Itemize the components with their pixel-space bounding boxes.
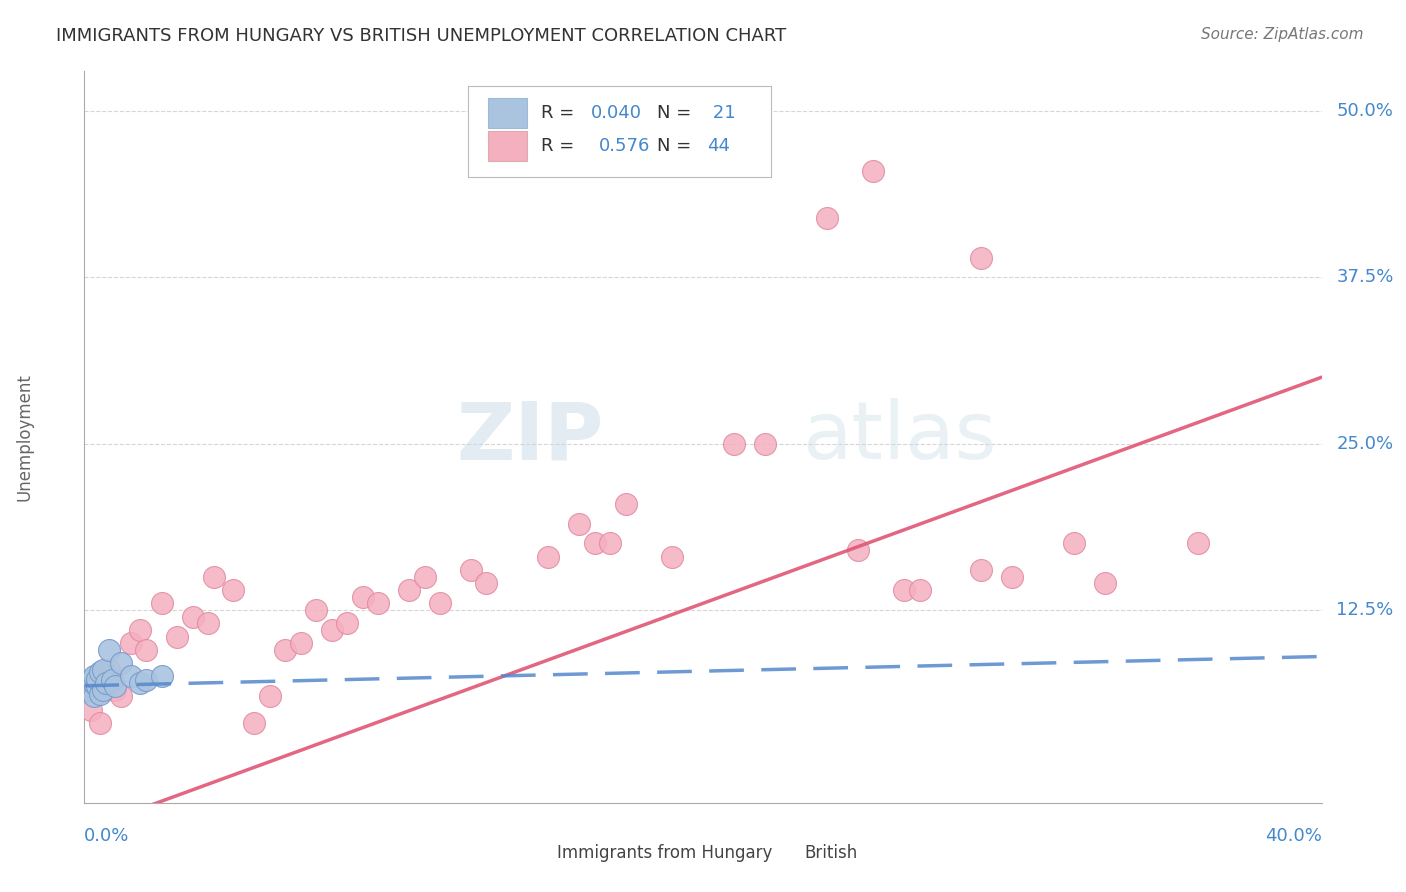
Point bbox=[129, 623, 152, 637]
Point bbox=[104, 682, 127, 697]
Text: 0.0%: 0.0% bbox=[84, 827, 129, 845]
Text: 0.576: 0.576 bbox=[599, 137, 651, 155]
FancyBboxPatch shape bbox=[488, 131, 527, 161]
Point bbox=[614, 497, 637, 511]
Point bbox=[460, 563, 482, 577]
Point bbox=[166, 630, 188, 644]
Point bbox=[274, 643, 297, 657]
Point bbox=[83, 690, 105, 704]
Point bbox=[367, 596, 389, 610]
Point bbox=[98, 663, 121, 677]
Point bbox=[321, 623, 343, 637]
Point bbox=[79, 703, 101, 717]
Point bbox=[129, 676, 152, 690]
Point bbox=[89, 716, 111, 731]
Point bbox=[661, 549, 683, 564]
Point bbox=[83, 676, 105, 690]
FancyBboxPatch shape bbox=[488, 98, 527, 128]
Point bbox=[862, 164, 884, 178]
Text: 37.5%: 37.5% bbox=[1337, 268, 1393, 286]
Text: Source: ZipAtlas.com: Source: ZipAtlas.com bbox=[1201, 27, 1364, 42]
Text: R =: R = bbox=[541, 137, 586, 155]
Text: 50.0%: 50.0% bbox=[1337, 103, 1393, 120]
FancyBboxPatch shape bbox=[770, 841, 800, 865]
Point bbox=[222, 582, 245, 597]
Point bbox=[413, 570, 436, 584]
Text: 44: 44 bbox=[707, 137, 730, 155]
Point bbox=[537, 549, 560, 564]
Point bbox=[104, 679, 127, 693]
Point bbox=[202, 570, 225, 584]
Point bbox=[259, 690, 281, 704]
Text: atlas: atlas bbox=[801, 398, 997, 476]
Point bbox=[91, 682, 114, 697]
Text: 12.5%: 12.5% bbox=[1337, 601, 1393, 619]
Point bbox=[336, 616, 359, 631]
Point bbox=[429, 596, 451, 610]
Text: IMMIGRANTS FROM HUNGARY VS BRITISH UNEMPLOYMENT CORRELATION CHART: IMMIGRANTS FROM HUNGARY VS BRITISH UNEMP… bbox=[56, 27, 786, 45]
Point bbox=[89, 687, 111, 701]
Point bbox=[91, 663, 114, 677]
Point bbox=[76, 679, 98, 693]
Point bbox=[110, 656, 132, 670]
Text: N =: N = bbox=[657, 104, 697, 122]
Point bbox=[110, 690, 132, 704]
Text: Immigrants from Hungary: Immigrants from Hungary bbox=[557, 844, 772, 863]
Point bbox=[815, 211, 838, 225]
Point bbox=[150, 596, 173, 610]
Point bbox=[305, 603, 328, 617]
Point bbox=[150, 669, 173, 683]
Point bbox=[79, 673, 101, 688]
Point bbox=[101, 673, 124, 688]
Point bbox=[599, 536, 621, 550]
Point bbox=[568, 516, 591, 531]
Point bbox=[197, 616, 219, 631]
Point bbox=[94, 676, 117, 690]
Point bbox=[290, 636, 312, 650]
Point bbox=[1063, 536, 1085, 550]
Point bbox=[475, 576, 498, 591]
Point bbox=[98, 643, 121, 657]
Point bbox=[135, 673, 157, 688]
FancyBboxPatch shape bbox=[523, 841, 553, 865]
Text: British: British bbox=[804, 844, 858, 863]
Point bbox=[754, 436, 776, 450]
Point bbox=[908, 582, 931, 597]
Point bbox=[1187, 536, 1209, 550]
FancyBboxPatch shape bbox=[468, 86, 770, 178]
Point bbox=[79, 682, 101, 697]
Point bbox=[83, 669, 105, 683]
Point bbox=[583, 536, 606, 550]
Text: ZIP: ZIP bbox=[457, 398, 605, 476]
Point bbox=[135, 643, 157, 657]
Point bbox=[893, 582, 915, 597]
Point bbox=[120, 669, 142, 683]
Point bbox=[86, 679, 108, 693]
Point bbox=[243, 716, 266, 731]
Point bbox=[970, 251, 993, 265]
Point bbox=[1001, 570, 1024, 584]
Point bbox=[846, 543, 869, 558]
Point bbox=[723, 436, 745, 450]
Text: 21: 21 bbox=[707, 104, 735, 122]
Point bbox=[352, 590, 374, 604]
Text: 25.0%: 25.0% bbox=[1337, 434, 1393, 453]
Point bbox=[970, 563, 993, 577]
Point bbox=[89, 665, 111, 680]
Point bbox=[181, 609, 204, 624]
Point bbox=[86, 672, 108, 686]
Point bbox=[1094, 576, 1116, 591]
Text: N =: N = bbox=[657, 137, 697, 155]
Point bbox=[120, 636, 142, 650]
Point bbox=[398, 582, 420, 597]
Text: Unemployment: Unemployment bbox=[15, 373, 34, 501]
Text: 0.040: 0.040 bbox=[591, 104, 641, 122]
Text: 40.0%: 40.0% bbox=[1265, 827, 1322, 845]
Text: R =: R = bbox=[541, 104, 579, 122]
